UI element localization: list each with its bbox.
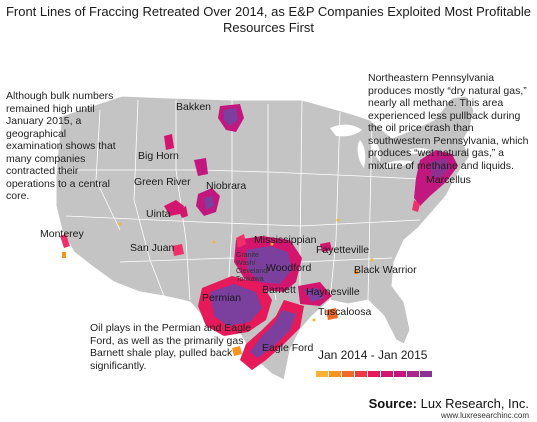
- source-url: www.luxresearchinc.com: [440, 411, 529, 420]
- label-bakken: Bakken: [176, 101, 212, 113]
- label-san-juan: San Juan: [130, 242, 175, 254]
- label-eagle-ford: Eagle Ford: [262, 342, 314, 354]
- label-niobrara: Niobrara: [206, 180, 247, 192]
- play-permian-barnett: [198, 276, 272, 336]
- label-green-river: Green River: [134, 176, 191, 188]
- legend-color-ramp: [316, 364, 438, 377]
- play-uinta: [164, 200, 188, 218]
- note-left: Although bulk numbers remained high unti…: [6, 90, 116, 202]
- play-tuscaloosa: [326, 308, 338, 320]
- play-haynesville: [298, 282, 332, 306]
- play-bakken: [218, 104, 244, 132]
- play-monterey: [60, 234, 70, 248]
- legend-swatch: [355, 371, 367, 377]
- play-niobrara: [196, 188, 220, 216]
- legend-swatch: [381, 371, 393, 377]
- label-barnett: Barnett: [262, 284, 296, 296]
- label-woodford: Woodford: [266, 262, 312, 274]
- label-haynesville: Haynesville: [306, 286, 360, 298]
- note-right: Northeastern Pennsylvania produces mostl…: [368, 72, 529, 172]
- play-monterey-south: [62, 252, 66, 258]
- play-san-juan: [172, 244, 184, 256]
- label-mississippian: Mississippian: [254, 234, 317, 246]
- note-bottom: Oil plays in the Permian and Eagle Ford,…: [90, 322, 252, 372]
- label-monterey: Monterey: [40, 228, 84, 240]
- play-scattered-dots: [118, 218, 374, 322]
- play-black-warrior: [354, 270, 358, 274]
- legend-swatch: [368, 371, 380, 377]
- play-green-river: [194, 158, 208, 176]
- legend-swatch: [342, 371, 354, 377]
- legend-swatch: [420, 371, 432, 377]
- label-uinta: Uinta: [146, 208, 171, 220]
- label-fayetteville: Fayetteville: [316, 244, 370, 256]
- source-name: Lux Research, Inc.: [420, 396, 529, 411]
- play-mid-continent: [234, 234, 302, 292]
- label-marcellus: Marcellus: [426, 174, 471, 186]
- source-credit: Source: Lux Research, Inc.: [369, 396, 529, 411]
- label-tuscaloosa: Tuscaloosa: [318, 306, 372, 318]
- label-black-warrior: Black Warrior: [354, 264, 417, 276]
- legend-swatch: [407, 371, 419, 377]
- source-prefix: Source:: [368, 396, 417, 411]
- label-granite-wash: Granite Wash/ Cleveland/ Tonkawa: [236, 252, 270, 283]
- legend-swatch: [316, 371, 328, 377]
- play-eagle-ford: [232, 300, 304, 370]
- legend-title: Jan 2014 - Jan 2015: [318, 348, 428, 362]
- play-marcellus: [412, 150, 458, 212]
- legend-swatch: [329, 371, 341, 377]
- play-fayetteville: [320, 242, 332, 252]
- map-title: Front Lines of Fraccing Retreated Over 2…: [5, 4, 532, 35]
- label-big-horn: Big Horn: [138, 150, 179, 162]
- play-big-horn: [164, 134, 174, 150]
- legend-swatch: [394, 371, 406, 377]
- label-permian: Permian: [202, 292, 242, 304]
- great-lakes: [330, 124, 430, 168]
